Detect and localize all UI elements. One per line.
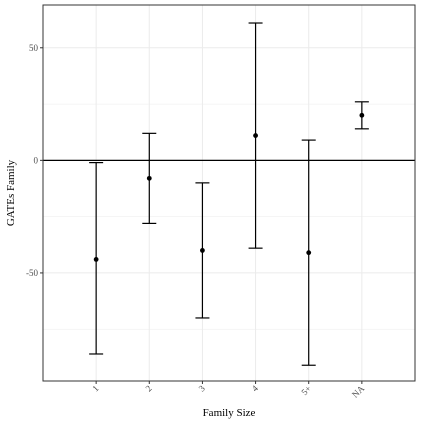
y-tick-label: -50 [26, 268, 38, 278]
estimate-point [200, 248, 205, 253]
y-axis-title: GATEs Family [5, 159, 17, 226]
x-tick-label: NA [350, 383, 367, 400]
x-tick-label: 5+ [299, 383, 313, 397]
grid [43, 5, 415, 381]
y-tick-label: 50 [29, 43, 39, 53]
x-tick-label: 2 [143, 383, 153, 393]
estimate-point [306, 250, 312, 256]
x-axis-title: Family Size [203, 407, 256, 419]
estimate-points [93, 112, 365, 262]
plot-frame [42, 4, 416, 382]
y-axis-ticks: -50 0 50 [26, 43, 43, 278]
error-bars [89, 22, 369, 366]
x-tick-label: 4 [250, 383, 261, 394]
y-tick-label: 0 [34, 155, 39, 165]
x-axis-ticks: 1 2 3 4 5+ NA [90, 381, 367, 400]
estimate-point [253, 133, 258, 138]
estimate-point [93, 257, 99, 262]
estimate-point [359, 112, 365, 118]
estimate-point [146, 175, 152, 181]
x-tick-label: 3 [197, 383, 208, 394]
x-tick-label: 1 [90, 383, 100, 393]
